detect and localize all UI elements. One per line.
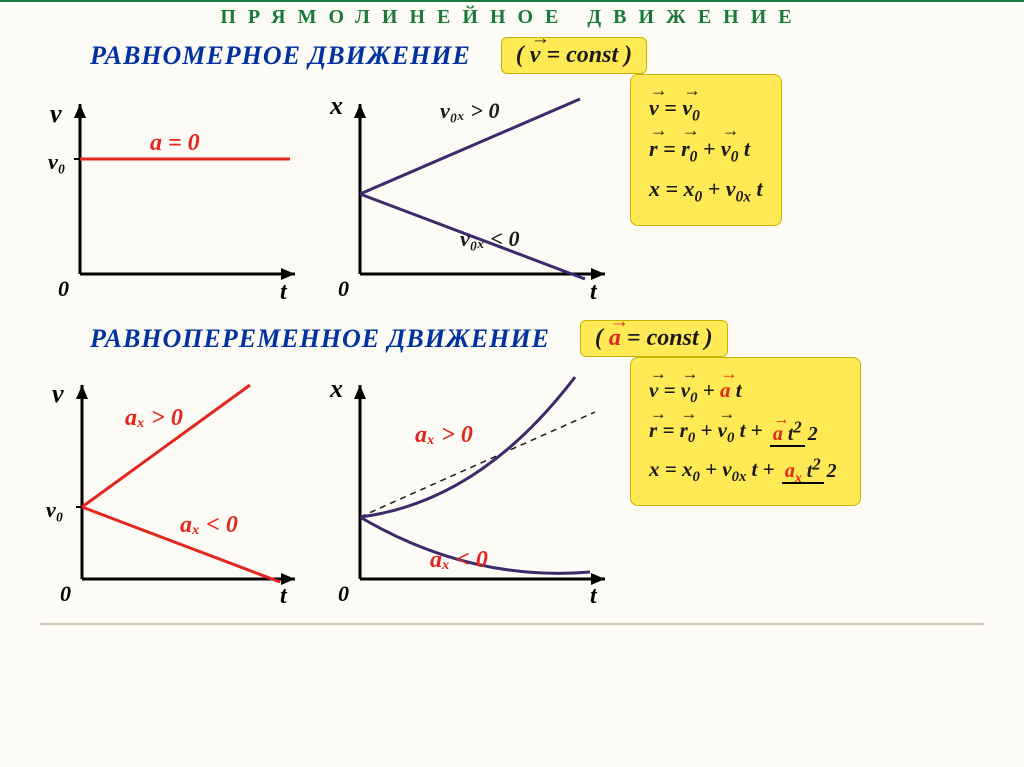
page-title: ПРЯМОЛИНЕЙНОЕ ДВИЖЕНИЕ <box>0 2 1024 37</box>
svg-text:0: 0 <box>338 276 349 301</box>
svg-text:aₓ < 0: aₓ < 0 <box>430 547 488 573</box>
svg-text:x: x <box>329 374 343 403</box>
svg-text:0: 0 <box>60 581 71 606</box>
svg-text:a = 0: a = 0 <box>150 130 200 156</box>
uniform-const-badge: ( v = const ) <box>501 37 647 74</box>
uniform-title: РАВНОМЕРНОЕ ДВИЖЕНИЕ <box>90 41 471 71</box>
uniform-v-chart: v t 0 v₀ a = 0 <box>40 74 310 314</box>
svg-text:v₀ₓ > 0: v₀ₓ > 0 <box>440 98 499 123</box>
svg-text:v: v <box>50 99 62 128</box>
svg-text:t: t <box>590 279 598 305</box>
svg-text:0: 0 <box>58 276 69 301</box>
variable-title: РАВНОПЕРЕМЕННОЕ ДВИЖЕНИЕ <box>90 324 550 354</box>
svg-text:t: t <box>280 279 288 305</box>
uniform-formulas: v = v0r = r0 + v0 tx = x0 + v0x t <box>630 74 782 226</box>
svg-text:t: t <box>280 583 288 609</box>
variable-const-badge: ( a = const ) <box>580 320 728 357</box>
svg-text:x: x <box>329 91 343 120</box>
svg-text:aₓ > 0: aₓ > 0 <box>125 405 183 431</box>
svg-text:v₀: v₀ <box>46 497 63 522</box>
variable-v-chart: v t 0 v₀ aₓ > 0 aₓ < 0 <box>40 357 310 617</box>
svg-text:0: 0 <box>338 581 349 606</box>
svg-text:aₓ > 0: aₓ > 0 <box>415 422 473 448</box>
bottom-divider <box>40 623 984 625</box>
svg-text:t: t <box>590 583 598 609</box>
svg-text:aₓ < 0: aₓ < 0 <box>180 512 238 538</box>
variable-formulas: v = v0 + a tr = r0 + v0 t + a t22x = x0 … <box>630 357 861 506</box>
svg-text:v₀: v₀ <box>48 149 65 174</box>
svg-text:v₀ₓ < 0: v₀ₓ < 0 <box>460 226 519 251</box>
variable-x-chart: x t 0 aₓ > 0 aₓ < 0 <box>320 357 620 617</box>
svg-text:v: v <box>52 379 64 408</box>
uniform-x-chart: x t 0 v₀ₓ > 0 v₀ₓ < 0 <box>320 74 620 314</box>
